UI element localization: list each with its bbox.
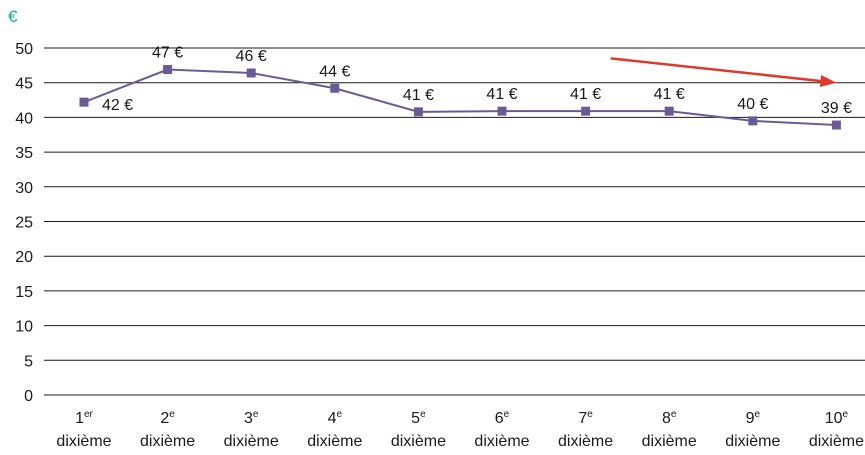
category-ordinal-suffix: e — [420, 409, 426, 420]
data-point-marker — [413, 107, 423, 117]
svg-text:9e: 9e — [746, 409, 761, 427]
y-tick-label: 5 — [24, 353, 33, 370]
data-labels: 42 € 47 € 46 € 44 € 41 € 41 € 41 € 41 € 40 € 39 € — [102, 45, 852, 118]
svg-text:10e: 10e — [825, 409, 849, 427]
svg-text:3e: 3e — [244, 409, 259, 427]
x-category-label: 9e dixième — [725, 409, 780, 450]
category-word: dixième — [558, 433, 613, 450]
x-axis-category-labels: 1erdixième2edixième3edixième4edixième5ed… — [56, 409, 864, 450]
category-number: 7 — [578, 410, 587, 427]
data-point-marker — [664, 106, 674, 116]
category-number: 8 — [662, 410, 671, 427]
category-word: dixième — [642, 433, 697, 450]
y-tick-label: 15 — [15, 284, 33, 301]
category-number: 9 — [746, 410, 755, 427]
svg-text:7e: 7e — [578, 409, 593, 427]
data-point-marker — [246, 68, 256, 78]
x-category-label: 2e dixième — [140, 409, 195, 450]
series-line — [83, 68, 837, 127]
data-point-marker — [330, 83, 340, 93]
data-label: 47 € — [152, 45, 183, 62]
svg-text:8e: 8e — [662, 409, 677, 427]
data-point-marker — [748, 116, 758, 126]
data-label: 41 € — [570, 86, 601, 103]
trend-arrow-head — [819, 75, 837, 87]
category-number: 4 — [328, 410, 337, 427]
data-point-marker — [163, 65, 173, 75]
category-ordinal-suffix: e — [671, 409, 677, 420]
data-label: 41 € — [486, 86, 517, 103]
data-label: 39 € — [821, 100, 852, 117]
category-ordinal-suffix: e — [843, 409, 849, 420]
data-label: 40 € — [737, 96, 768, 113]
series-price — [79, 65, 841, 130]
svg-text:2e: 2e — [160, 409, 175, 427]
category-word: dixième — [307, 433, 362, 450]
y-axis-tick-labels: 0 5 10 15 20 25 30 35 40 45 50 — [15, 41, 33, 405]
data-label: 46 € — [236, 48, 267, 65]
y-axis-unit-label: € — [8, 7, 18, 26]
category-word: dixième — [140, 433, 195, 450]
category-number: 1 — [75, 410, 84, 427]
trend-arrow — [610, 57, 837, 87]
category-ordinal-suffix: e — [169, 409, 175, 420]
x-category-label: 4e dixième — [307, 409, 362, 450]
category-number: 3 — [244, 410, 253, 427]
svg-text:4e: 4e — [328, 409, 343, 427]
data-point-marker — [581, 106, 591, 116]
x-category-label: 8e dixième — [642, 409, 697, 450]
category-word: dixième — [56, 433, 111, 450]
x-category-label: 5e dixième — [391, 409, 446, 450]
y-tick-label: 0 — [24, 388, 33, 405]
x-category-label: 3e dixième — [224, 409, 279, 450]
category-word: dixième — [725, 433, 780, 450]
data-label: 42 € — [102, 97, 133, 114]
category-number: 2 — [160, 410, 169, 427]
category-ordinal-suffix: er — [84, 409, 94, 420]
data-label: 41 € — [654, 86, 685, 103]
gridlines — [44, 47, 865, 396]
y-tick-label: 40 — [15, 110, 33, 127]
y-tick-label: 35 — [15, 145, 33, 162]
category-ordinal-suffix: e — [253, 409, 259, 420]
category-ordinal-suffix: e — [336, 409, 342, 420]
y-tick-label: 20 — [15, 249, 33, 266]
category-word: dixième — [474, 433, 529, 450]
y-tick-label: 30 — [15, 180, 33, 197]
svg-text:5e: 5e — [411, 409, 426, 427]
category-number: 5 — [411, 410, 420, 427]
category-ordinal-suffix: e — [504, 409, 510, 420]
data-label: 41 € — [403, 87, 434, 104]
svg-text:1er: 1er — [75, 409, 93, 427]
category-word: dixième — [809, 433, 864, 450]
category-word: dixième — [391, 433, 446, 450]
category-number: 10 — [825, 410, 843, 427]
y-tick-label: 25 — [15, 215, 33, 232]
data-point-marker — [79, 97, 89, 107]
trend-arrow-shaft — [610, 57, 821, 83]
x-category-label: 7e dixième — [558, 409, 613, 450]
category-ordinal-suffix: e — [587, 409, 593, 420]
category-word: dixième — [224, 433, 279, 450]
x-category-label: 10e dixième — [809, 409, 864, 450]
data-label: 44 € — [319, 63, 350, 80]
svg-text:6e: 6e — [495, 409, 510, 427]
data-point-marker — [831, 120, 841, 130]
y-tick-label: 45 — [15, 76, 33, 93]
y-tick-label: 50 — [15, 41, 33, 58]
x-category-label: 6e dixième — [474, 409, 529, 450]
data-point-marker — [497, 106, 507, 116]
y-tick-label: 10 — [15, 319, 33, 336]
category-number: 6 — [495, 410, 504, 427]
category-ordinal-suffix: e — [754, 409, 760, 420]
x-category-label: 1er dixième — [56, 409, 111, 450]
